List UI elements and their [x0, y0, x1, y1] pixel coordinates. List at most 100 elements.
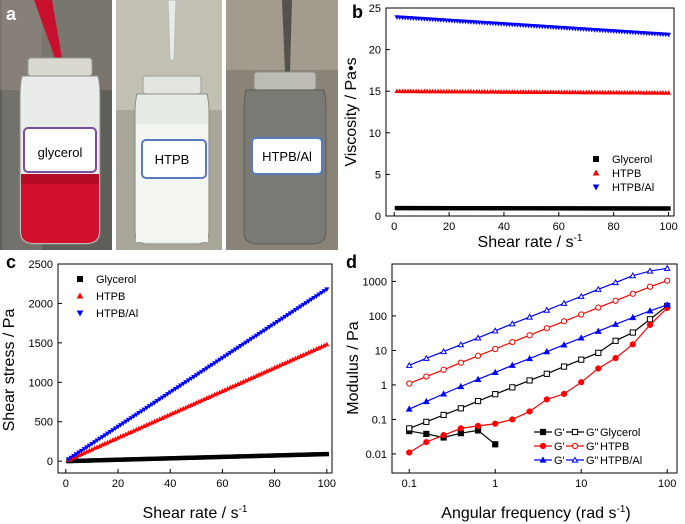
data-point-glycerol-g- — [578, 356, 585, 363]
data-point-glycerol-g- — [492, 441, 499, 448]
data-point-htpb — [506, 89, 512, 94]
data-point-htpb — [613, 89, 619, 95]
legend-label: Glycerol — [612, 154, 652, 166]
data-point-htpb — [490, 89, 496, 94]
data-point-htpb — [602, 89, 608, 95]
legend-marker-g-prime — [539, 428, 547, 436]
data-point-htpb-g- — [406, 449, 413, 456]
data-point-htpb — [452, 88, 458, 94]
x-tick-label: 80 — [608, 221, 620, 233]
data-point-htpb-al — [248, 337, 254, 342]
data-point-htpb-al — [141, 407, 147, 413]
data-point-htpb-al — [232, 347, 238, 353]
data-point-htpb-al-g- — [646, 307, 654, 314]
data-point-htpb-al — [214, 359, 220, 365]
data-point-htpb — [539, 89, 545, 94]
data-point-glycerol-g- — [423, 418, 430, 425]
data-point-htpb-al — [68, 455, 74, 461]
data-point-htpb-g- — [474, 422, 482, 429]
data-point-htpb-al — [225, 352, 231, 358]
legend-marker — [592, 184, 600, 191]
data-point-htpb-al — [170, 388, 176, 394]
y-tick-label: 5 — [375, 169, 381, 181]
data-point-htpb-al — [149, 402, 155, 408]
data-point-htpb-al — [321, 289, 327, 294]
data-point-htpb — [550, 89, 556, 95]
data-point-htpb-g- — [595, 304, 602, 311]
legend-label: HTPB/Al — [600, 455, 642, 467]
data-point-htpb-al — [185, 378, 192, 383]
data-point-htpb-g- — [543, 325, 550, 332]
data-point-htpb-g- — [629, 290, 636, 297]
data-point-htpb — [575, 89, 581, 95]
y-tick-label: 0 — [47, 456, 53, 468]
data-point-htpb — [616, 89, 622, 95]
data-point-htpb-g- — [406, 380, 413, 387]
data-point-htpb-g- — [560, 390, 568, 397]
data-point-htpb — [419, 88, 425, 94]
y-tick-label: 2000 — [29, 298, 53, 310]
data-point-htpb-al — [146, 404, 152, 409]
data-point-htpb-al-g- — [646, 267, 654, 274]
panel-letter-b: b — [352, 2, 363, 22]
data-point-htpb-al — [217, 357, 223, 363]
data-point-htpb-al — [73, 452, 79, 457]
data-point-htpb — [394, 88, 400, 94]
x-tick-label: 40 — [164, 478, 176, 490]
data-point-htpb — [468, 88, 474, 94]
data-point-htpb — [531, 89, 537, 94]
data-point-htpb — [591, 89, 598, 95]
y-tick-label: 20 — [369, 45, 381, 57]
y-tick-label: 1000 — [29, 377, 53, 389]
data-point-htpb-al — [144, 405, 150, 411]
data-point-htpb — [413, 88, 419, 94]
data-point-htpb-al — [305, 299, 312, 304]
legend-marker-g-double-prime — [571, 456, 579, 463]
legend-marker-g-double-prime — [571, 428, 579, 436]
data-point-htpb-al-g- — [526, 313, 534, 320]
y-tick-label: 1 — [381, 380, 387, 392]
data-point-htpb-g- — [646, 321, 654, 328]
data-point-htpb-al — [290, 309, 296, 315]
legend-c: Glycerol HTPB HTPB/Al — [76, 274, 138, 320]
x-ticks-c: 0 20 40 60 80 100 — [63, 469, 336, 490]
data-point-htpb — [408, 88, 414, 94]
legend-label: Glycerol — [96, 274, 136, 286]
data-point-htpb — [405, 88, 411, 94]
data-point-glycerol-g- — [543, 370, 550, 377]
panel-letter-d: d — [346, 252, 357, 272]
data-point-htpb — [635, 89, 641, 95]
data-point-htpb-al — [136, 411, 142, 416]
data-point-htpb-al — [277, 318, 283, 323]
data-point-htpb — [646, 90, 652, 95]
y-tick-label: 10 — [369, 128, 381, 140]
data-point-htpb — [517, 89, 523, 94]
x-ticks-d: 0.1 1 10 100 — [402, 469, 676, 490]
legend-g-prime: G' — [554, 455, 565, 467]
y-ticks-c: 0 500 1000 1500 2000 2500 — [29, 259, 62, 468]
data-point-glycerol-g- — [457, 405, 464, 412]
data-point-htpb-g- — [526, 332, 533, 339]
data-point-htpb — [534, 89, 540, 94]
x-tick-label: 20 — [112, 478, 124, 490]
legend-marker-g-double-prime — [571, 442, 579, 450]
data-point-htpb-al — [112, 426, 118, 432]
data-point-htpb-al — [324, 287, 330, 292]
data-point-htpb-al-g- — [612, 278, 620, 286]
data-point-htpb-al — [258, 330, 265, 335]
data-point-htpb — [630, 89, 636, 95]
data-point-htpb-al — [253, 333, 259, 339]
data-points-c — [65, 287, 330, 464]
photo-panel: glycerol HTPB HTPB/Al a — [0, 0, 338, 250]
photo-label-glycerol: glycerol — [38, 145, 83, 160]
data-point-htpb-al — [178, 383, 184, 389]
data-point-htpb-al — [102, 433, 108, 438]
data-point-htpb-al — [97, 436, 103, 442]
data-point-htpb — [424, 88, 430, 94]
legend-marker — [76, 292, 84, 299]
plot-frame-c — [57, 263, 333, 474]
y-tick-label: 0 — [375, 211, 381, 223]
legend-b: Glycerol HTPB HTPB/Al — [592, 154, 654, 194]
data-series-d — [405, 264, 671, 456]
